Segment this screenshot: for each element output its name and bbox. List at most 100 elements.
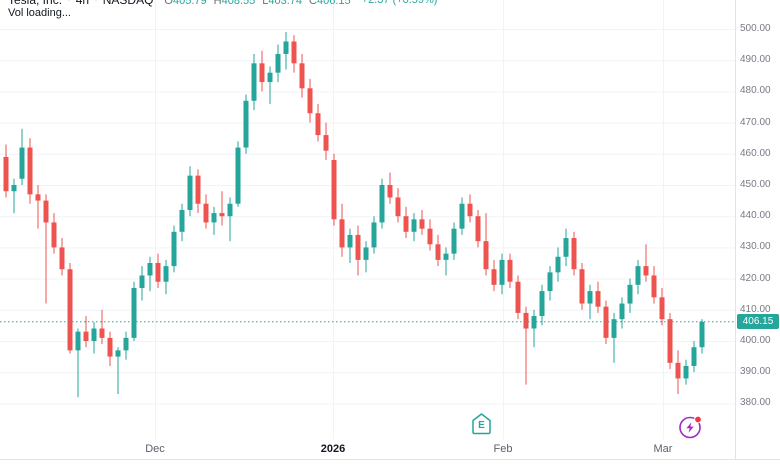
- candle-body: [171, 231, 177, 267]
- earnings-badge-shape: [472, 413, 491, 435]
- candle-body: [123, 337, 129, 351]
- candle-body: [35, 194, 41, 201]
- candle-body: [3, 156, 9, 192]
- candle-body: [299, 63, 305, 89]
- symbol-title[interactable]: Tesla, Inc.: [8, 0, 63, 7]
- events-icon[interactable]: [677, 413, 705, 441]
- price-axis-label: 480.00: [740, 85, 771, 97]
- candle-wick: [45, 194, 47, 304]
- price-axis-label: 430.00: [740, 241, 771, 253]
- candle-wick: [525, 306, 527, 385]
- price-axis-label: 380.00: [740, 397, 771, 409]
- candle-body: [11, 185, 17, 192]
- candle-body: [115, 350, 121, 357]
- candle-body: [43, 200, 49, 223]
- candle-body: [139, 275, 145, 288]
- candle-body: [99, 328, 105, 338]
- candle-body: [379, 185, 385, 223]
- candle-body: [315, 113, 321, 136]
- candle-wick: [445, 247, 447, 276]
- candle-body: [91, 328, 97, 341]
- candle-body: [83, 331, 89, 341]
- candle-body: [411, 219, 417, 232]
- candle-body: [555, 256, 561, 273]
- interval-label[interactable]: 4h: [75, 0, 90, 7]
- candle-body: [371, 222, 377, 248]
- candle-body: [179, 209, 185, 232]
- candle-body: [387, 185, 393, 198]
- candle-body: [339, 219, 345, 248]
- candle-body: [699, 321, 705, 348]
- candle-body: [603, 306, 609, 338]
- candle-body: [483, 241, 489, 270]
- candle-body: [579, 269, 585, 304]
- price-axis-label: 450.00: [740, 179, 771, 190]
- candle-body: [323, 135, 329, 151]
- candle-body: [363, 247, 369, 260]
- candle-body: [563, 238, 569, 257]
- candle-wick: [269, 66, 271, 104]
- price-axis-label: 400.00: [740, 335, 771, 346]
- candle-body: [475, 216, 481, 242]
- candle-body: [443, 253, 449, 260]
- candle-body: [499, 259, 505, 285]
- candle-wick: [645, 244, 647, 282]
- candle-body: [275, 53, 281, 73]
- earnings-letter: E: [478, 420, 485, 431]
- candle-wick: [229, 197, 231, 242]
- candle-body: [187, 175, 193, 210]
- candle-body: [259, 63, 265, 83]
- price-axis-label: 470.00: [740, 116, 771, 128]
- separator-dot: ·: [67, 0, 71, 6]
- candle-body: [651, 275, 657, 298]
- candle-body: [75, 331, 81, 351]
- candle-body: [635, 266, 641, 285]
- low-label: L: [262, 0, 269, 7]
- candle-body: [147, 263, 153, 276]
- last-price-value: 406.15: [742, 316, 774, 328]
- candle-body: [403, 216, 409, 232]
- time-axis-label: 2026: [320, 443, 346, 455]
- price-change: +2.37 (+0.59%): [361, 0, 438, 6]
- candle-body: [427, 228, 433, 245]
- candle-body: [459, 203, 465, 229]
- close-value: 406.15: [316, 0, 351, 7]
- candle-body: [435, 244, 441, 260]
- price-axis-label: 500.00: [740, 23, 771, 34]
- price-axis-label: 390.00: [740, 366, 771, 378]
- candle-body: [571, 238, 577, 270]
- candle-body: [451, 228, 457, 254]
- candle-body: [19, 147, 25, 179]
- candle-body: [163, 266, 169, 282]
- price-axis[interactable]: 510.00 500.00 490.00 480.00 470.00 460.00 450.…: [736, 0, 780, 459]
- candle-body: [355, 234, 361, 260]
- candle-body: [467, 203, 473, 217]
- candle-body: [611, 319, 617, 338]
- open-value: 405.79: [172, 0, 207, 7]
- candle-body: [691, 347, 697, 366]
- candle-body: [531, 316, 537, 329]
- price-axis-label: 460.00: [740, 147, 771, 159]
- exchange-label[interactable]: NASDAQ: [102, 0, 154, 7]
- time-axis[interactable]: Dec 2026 Feb Mar: [0, 439, 736, 460]
- candle-body: [547, 272, 553, 292]
- candle-body: [491, 269, 497, 285]
- candle-body: [227, 203, 233, 217]
- candle-body: [251, 63, 257, 101]
- candle-body: [59, 247, 65, 270]
- candle-body: [419, 219, 425, 229]
- candle-body: [395, 197, 401, 217]
- candle-body: [507, 259, 513, 282]
- earnings-icon[interactable]: E: [469, 411, 494, 437]
- candle-body: [235, 147, 241, 204]
- candle-wick: [37, 185, 39, 229]
- chart-legend: Tesla, Inc. · 4h · NASDAQ O405.79 H408.5…: [8, 0, 437, 7]
- candle-body: [27, 147, 33, 195]
- time-axis-label: Dec: [145, 443, 165, 455]
- lightning-bolt-icon: [684, 420, 696, 435]
- candle-body: [155, 263, 161, 282]
- candle-wick: [77, 328, 79, 398]
- time-axis-label: Mar: [653, 443, 673, 455]
